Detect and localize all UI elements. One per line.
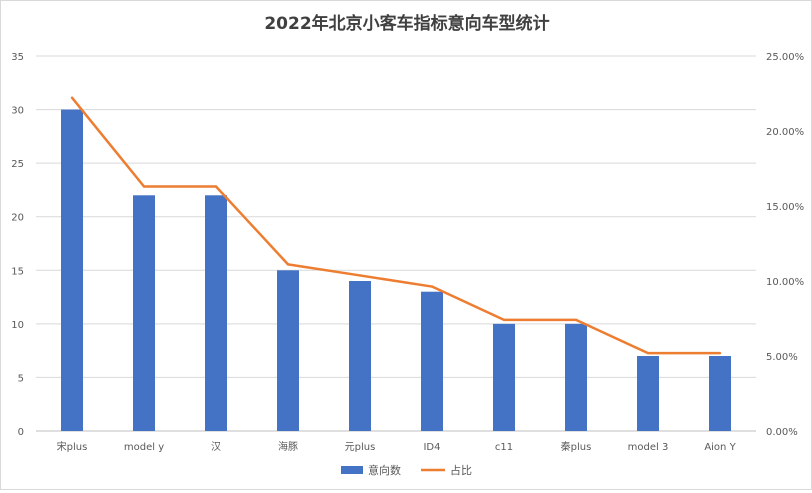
left-tick-label: 0 [18,427,24,438]
category-label: ID4 [423,442,440,453]
bar [277,270,299,431]
bar [565,323,587,431]
line-point [358,274,362,277]
legend: 意向数 占比 [341,463,472,477]
category-label: 宋plus [57,440,88,453]
bar [205,195,227,431]
bar [133,195,155,431]
bar-series [61,109,731,432]
category-label: model y [124,442,164,453]
bar [709,356,731,431]
line-series [70,96,722,355]
line-point [142,185,146,188]
gridlines [36,55,756,432]
legend-line-label: 占比 [450,463,472,477]
category-label: c11 [495,442,513,453]
category-label: Aion Y [704,442,736,453]
line-point [286,263,290,266]
line-point [646,351,650,355]
category-label: 海豚 [278,440,298,453]
right-tick-label: 10.00% [766,277,804,288]
category-label: model 3 [628,442,669,453]
line-point [718,351,722,355]
legend-bar-swatch [341,466,363,474]
line-point [502,318,506,322]
left-tick-label: 35 [11,52,24,63]
ratio-line [71,96,720,355]
left-tick-label: 15 [11,266,24,277]
left-tick-label: 10 [11,320,24,331]
line-point [430,285,434,288]
bar [61,109,83,432]
bar [637,356,659,431]
right-tick-label: 15.00% [766,202,804,213]
legend-bar-label: 意向数 [368,463,401,477]
left-tick-label: 25 [11,159,24,170]
category-label: 汉 [211,441,221,453]
category-label: 元plus [345,442,376,453]
bar [421,291,443,431]
line-point [214,185,218,188]
right-axis-ticks: 0.00% 5.00% 10.00% 15.00% 20.00% 25.00% [766,52,804,438]
category-labels: 宋plus model y 汉 海豚 元plus ID4 c11 秦plus model 3 Ai… [57,440,737,453]
line-point [574,318,578,322]
left-axis-ticks: 0 5 10 15 20 25 30 35 [11,52,24,438]
chart-title: 2022年北京小客车指标意向车型统计 [264,14,550,34]
line-point [70,96,74,99]
right-tick-label: 20.00% [766,127,804,138]
left-tick-label: 30 [11,106,24,117]
right-tick-label: 25.00% [766,52,804,63]
bar [349,281,371,431]
category-label: 秦plus [561,440,592,453]
bar [493,323,515,431]
right-tick-label: 0.00% [766,427,798,438]
left-tick-label: 5 [18,373,24,384]
left-tick-label: 20 [11,213,24,224]
right-tick-label: 5.00% [766,352,798,363]
